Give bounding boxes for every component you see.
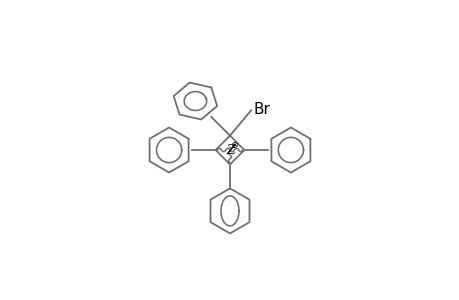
Text: $\oplus$: $\oplus$ xyxy=(230,140,239,150)
Text: Z: Z xyxy=(226,144,235,157)
Text: Br: Br xyxy=(252,102,269,117)
